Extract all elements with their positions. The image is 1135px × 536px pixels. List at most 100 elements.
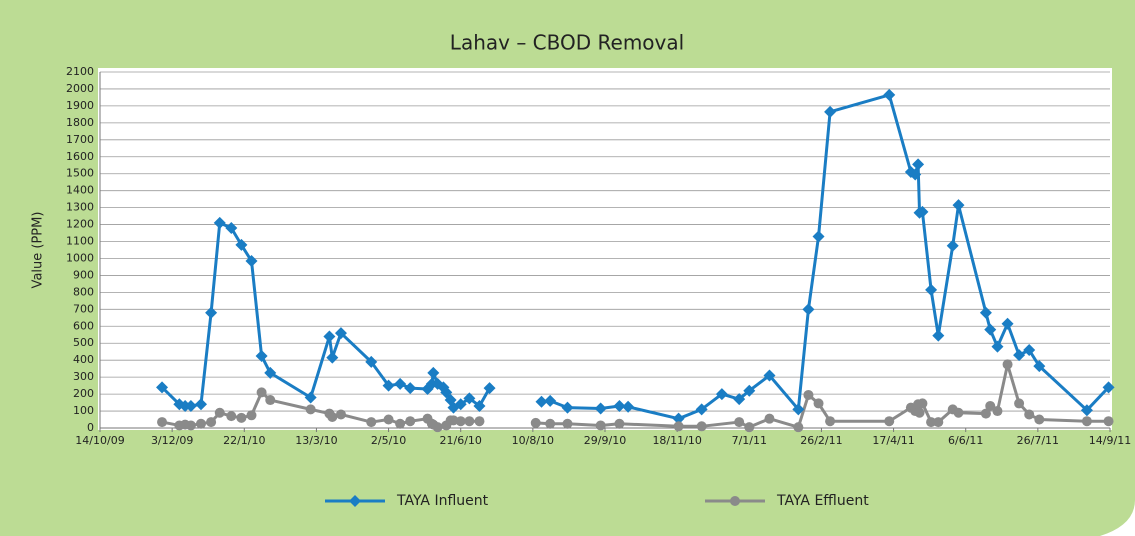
point	[812, 230, 825, 243]
point	[206, 417, 217, 428]
x-tick-label: 22/1/10	[223, 434, 265, 447]
y-tick-label: 300	[73, 370, 94, 383]
legend-marker	[730, 496, 740, 506]
point	[594, 402, 607, 415]
point	[953, 407, 964, 418]
point	[246, 410, 257, 421]
y-tick-label: 1300	[66, 201, 94, 214]
point	[622, 400, 635, 413]
y-tick-label: 1000	[66, 251, 94, 264]
point	[264, 366, 277, 379]
point	[909, 168, 922, 181]
point	[382, 379, 395, 392]
point	[984, 323, 997, 336]
point	[305, 404, 316, 415]
y-tick-label: 2100	[66, 65, 94, 78]
point	[673, 421, 684, 432]
point	[883, 88, 896, 101]
y-tick-label: 500	[73, 336, 94, 349]
point	[946, 239, 959, 252]
point	[454, 398, 467, 411]
point	[696, 421, 707, 432]
point	[792, 403, 805, 416]
point	[1024, 409, 1035, 420]
y-tick-label: 1500	[66, 167, 94, 180]
point	[1002, 359, 1013, 370]
point	[734, 417, 745, 428]
point	[366, 417, 377, 428]
point	[715, 388, 728, 401]
point	[334, 327, 347, 340]
x-tick-label: 7/1/11	[732, 434, 767, 447]
point	[595, 420, 606, 431]
point	[992, 406, 1003, 417]
x-tick-label: 26/7/11	[1017, 434, 1059, 447]
point	[813, 398, 824, 409]
point	[544, 394, 557, 407]
point	[695, 403, 708, 416]
point	[432, 422, 443, 433]
x-tick-label: 6/6/11	[948, 434, 983, 447]
chart-title: Lahav – CBOD Removal	[450, 31, 684, 55]
point	[884, 416, 895, 427]
point	[535, 395, 548, 408]
y-tick-label: 700	[73, 302, 94, 315]
point	[326, 351, 339, 364]
x-tick-label: 3/12/09	[151, 434, 193, 447]
point	[733, 393, 746, 406]
x-tick-label: 14/9/11	[1089, 434, 1131, 447]
legend-marker	[349, 495, 361, 507]
point	[763, 369, 776, 382]
point	[914, 407, 925, 418]
point	[474, 416, 485, 427]
point	[916, 205, 929, 218]
point	[265, 395, 276, 406]
point	[925, 283, 938, 296]
x-tick-label: 13/3/10	[295, 434, 337, 447]
point	[327, 411, 338, 422]
legend-label: TAYA Effluent	[776, 493, 869, 509]
point	[1080, 404, 1093, 417]
point	[545, 418, 556, 429]
point	[226, 411, 237, 422]
point	[979, 306, 992, 319]
y-tick-label: 1600	[66, 150, 94, 163]
point	[365, 355, 378, 368]
point	[185, 420, 196, 431]
point	[464, 416, 475, 427]
point	[245, 255, 258, 268]
point	[157, 417, 168, 428]
point	[1001, 317, 1014, 330]
point	[156, 381, 169, 394]
y-tick-label: 1200	[66, 218, 94, 231]
plot-area	[98, 68, 1112, 430]
y-tick-label: 400	[73, 353, 94, 366]
point	[912, 158, 925, 171]
y-tick-label: 1700	[66, 133, 94, 146]
point	[933, 417, 944, 428]
x-tick-label: 21/6/10	[440, 434, 482, 447]
point	[236, 412, 247, 423]
point	[1081, 416, 1092, 427]
point	[952, 199, 965, 212]
x-tick-label: 17/4/11	[872, 434, 914, 447]
point	[304, 391, 317, 404]
point	[196, 418, 206, 429]
y-tick-label: 2000	[66, 82, 94, 95]
x-tick-label: 18/11/10	[652, 434, 701, 447]
point	[1033, 360, 1046, 373]
point	[824, 105, 837, 118]
y-tick-label: 1800	[66, 116, 94, 129]
point	[1103, 416, 1114, 427]
y-tick-label: 600	[73, 319, 94, 332]
y-tick-label: 0	[87, 421, 94, 434]
point	[214, 407, 225, 418]
point	[991, 340, 1004, 353]
y-axis-label: Value (PPM)	[31, 212, 46, 289]
point	[803, 389, 814, 400]
x-tick-label: 29/9/10	[584, 434, 626, 447]
point	[235, 238, 248, 251]
point	[394, 377, 407, 390]
